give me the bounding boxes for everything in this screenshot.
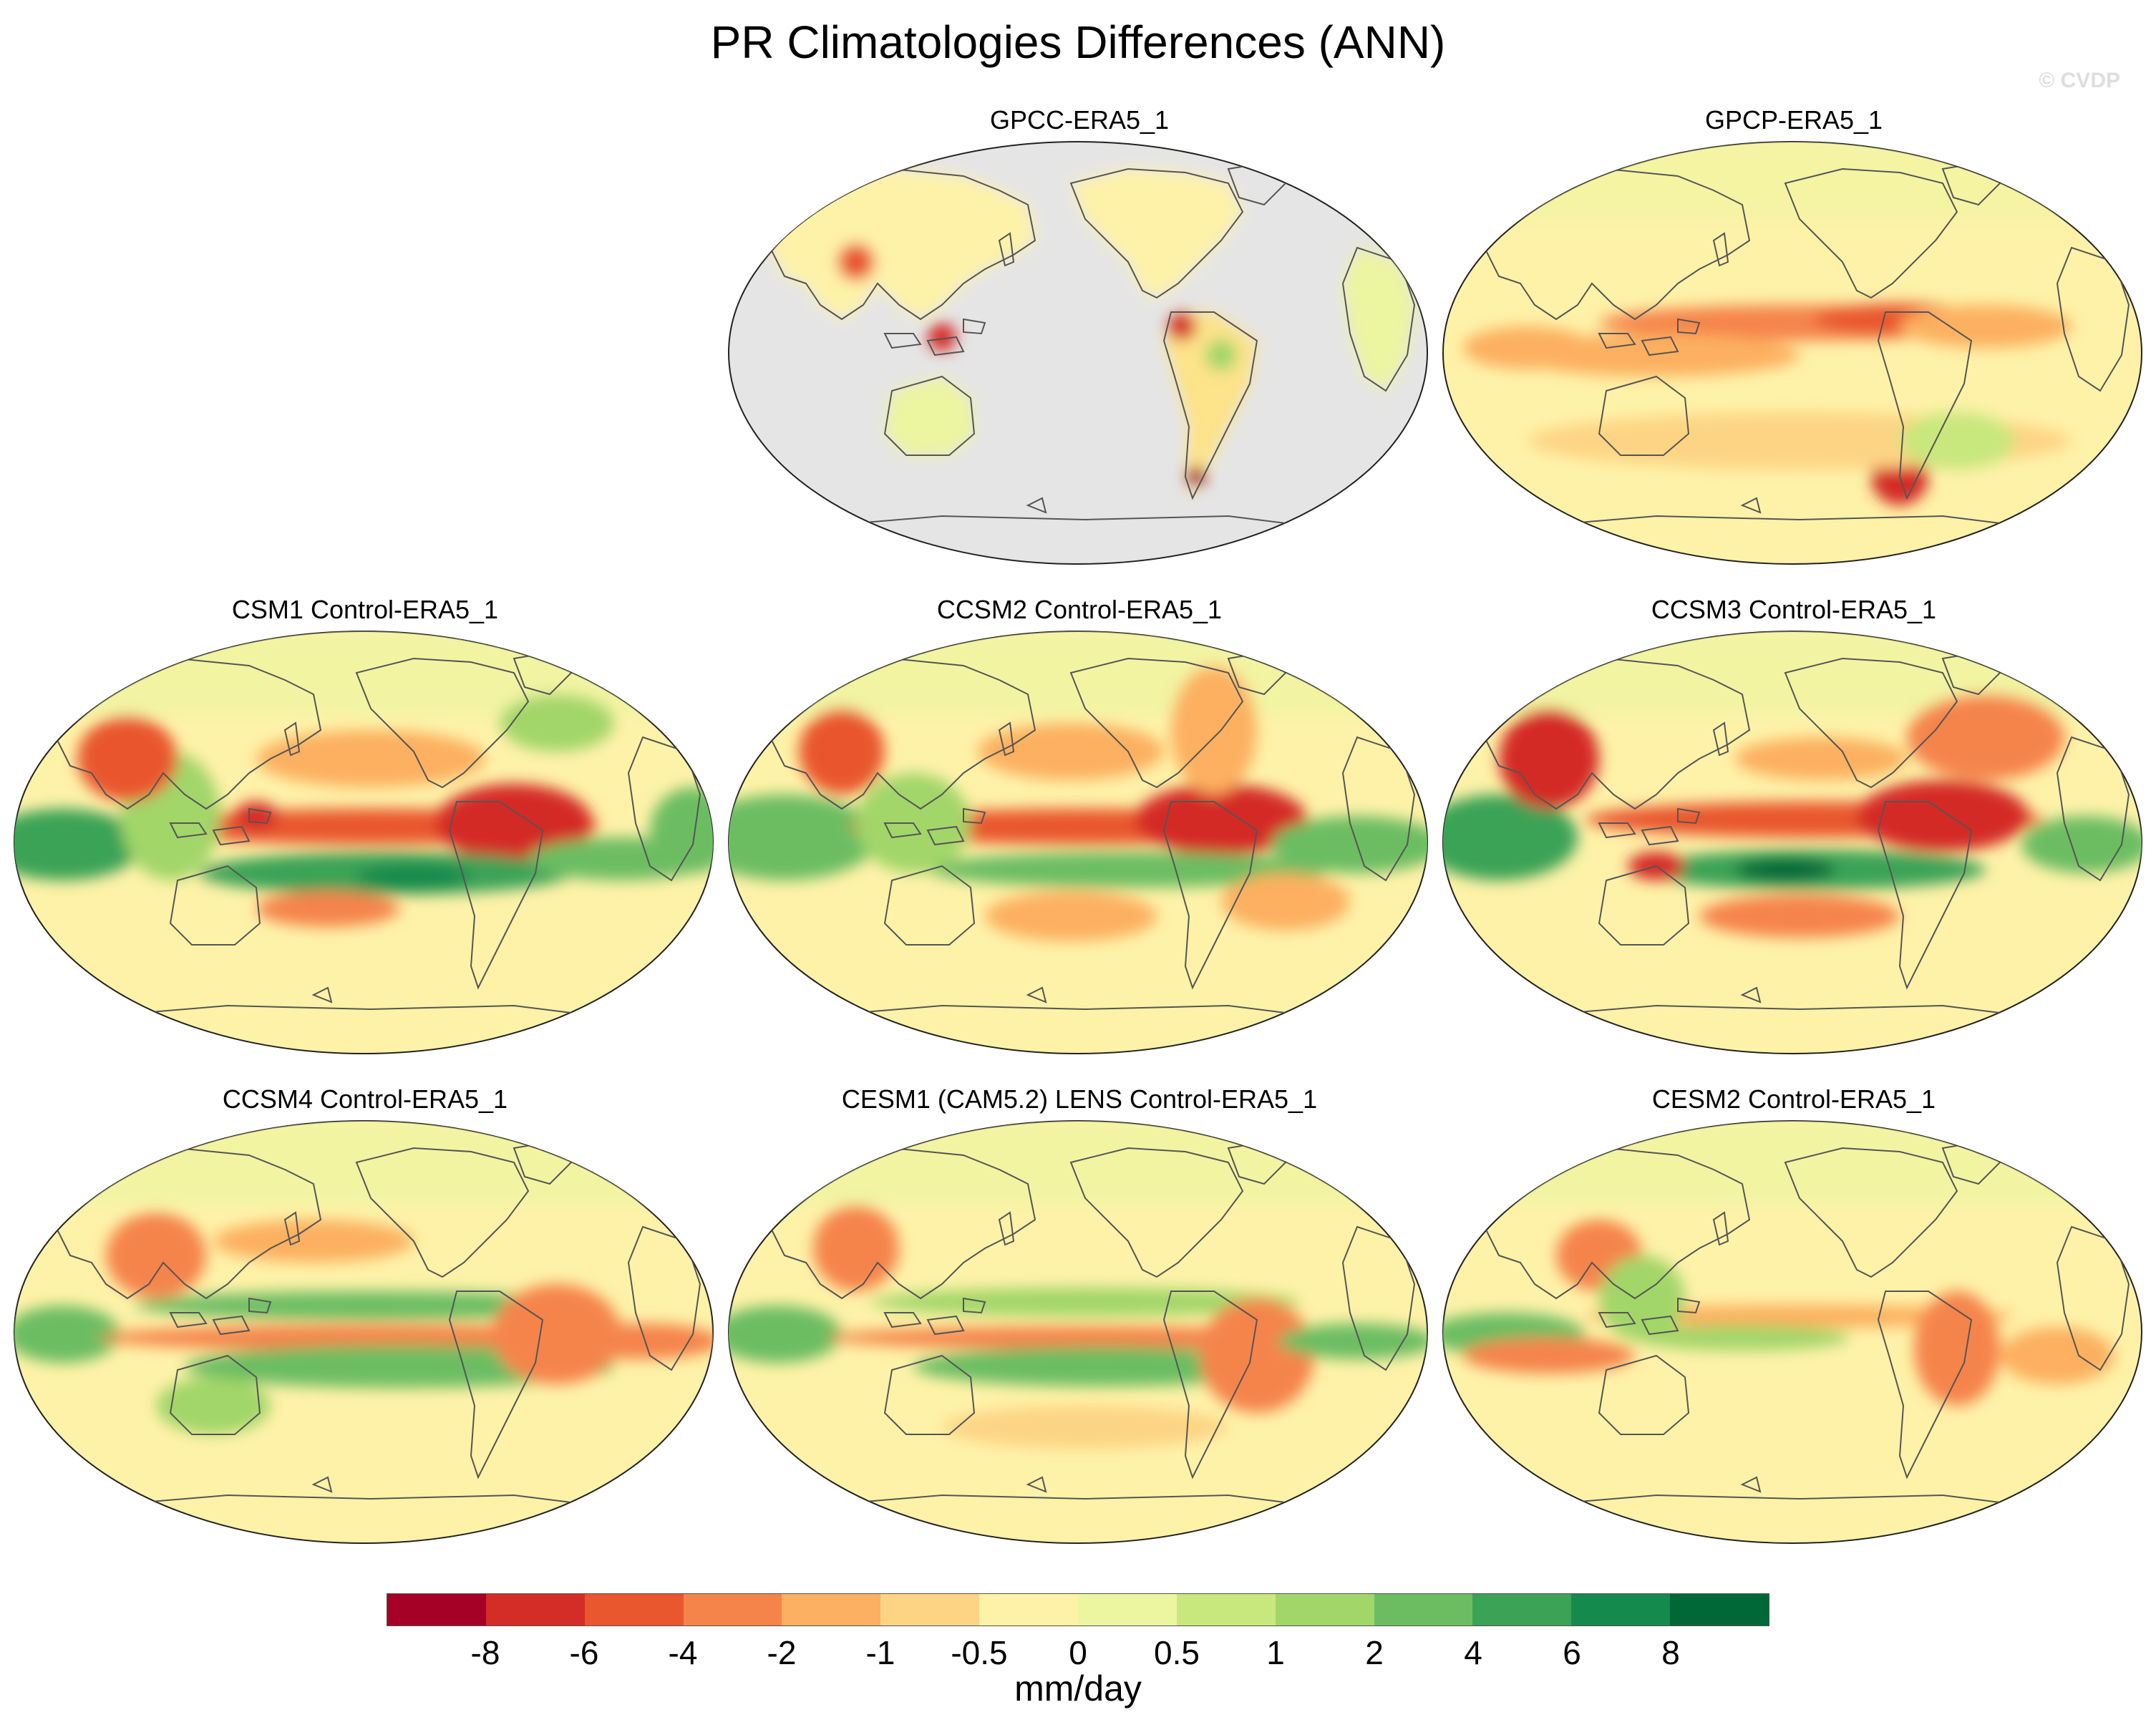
watermark: © CVDP <box>2039 69 2120 92</box>
colorbar-tick-label: -1 <box>865 1634 895 1671</box>
colorbar-swatch <box>1472 1594 1572 1625</box>
panel-title-csm1: CSM1 Control-ERA5_1 <box>231 595 499 624</box>
colorbar-swatch <box>683 1594 782 1625</box>
colorbar-swatch <box>485 1594 585 1625</box>
colorbar-swatch <box>1275 1594 1374 1625</box>
panel-title-ccsm4: CCSM4 Control-ERA5_1 <box>222 1084 508 1114</box>
colorbar-tick-label: 0 <box>1069 1634 1087 1671</box>
map-panel-cesm1 <box>728 1120 1428 1544</box>
panel-title-ccsm2: CCSM2 Control-ERA5_1 <box>936 595 1223 624</box>
colorbar-tick-label: -6 <box>569 1634 599 1671</box>
map-panel-gpcp <box>1442 141 2142 565</box>
panel-title-gpcc: GPCC-ERA5_1 <box>989 105 1170 135</box>
panel-title-cesm2: CESM2 Control-ERA5_1 <box>1651 1084 1936 1114</box>
colorbar-tick-label: 0.5 <box>1154 1634 1200 1671</box>
colorbar-tick-label: 1 <box>1266 1634 1285 1671</box>
map-panel-csm1 <box>14 631 714 1054</box>
colorbar-tick-label: -0.5 <box>951 1634 1008 1671</box>
colorbar-tick-label: 8 <box>1661 1634 1680 1671</box>
map-panel-ccsm2 <box>728 631 1428 1054</box>
colorbar-tick-label: -4 <box>668 1634 698 1671</box>
panel-title-cesm1: CESM1 (CAM5.2) LENS Control-ERA5_1 <box>841 1084 1318 1114</box>
colorbar-unit: mm/day <box>1014 1668 1142 1709</box>
colorbar-tick-label: -2 <box>767 1634 797 1671</box>
colorbar-tick-label: 6 <box>1563 1634 1581 1671</box>
map-panel-ccsm4 <box>14 1120 714 1544</box>
map-panel-ccsm3 <box>1442 631 2142 1054</box>
colorbar-tick-label: 4 <box>1464 1634 1482 1671</box>
colorbar-swatch <box>1571 1594 1671 1625</box>
colorbar-swatch <box>979 1594 1079 1625</box>
colorbar-swatch <box>782 1594 881 1625</box>
colorbar-tick-label: 2 <box>1365 1634 1384 1671</box>
colorbar-swatch <box>387 1594 486 1625</box>
colorbar <box>387 1593 1769 1626</box>
figure-title: PR Climatologies Differences (ANN) <box>710 16 1446 68</box>
colorbar-swatch <box>1374 1594 1473 1625</box>
colorbar-tick-label: -8 <box>470 1634 500 1671</box>
colorbar-swatch <box>584 1594 684 1625</box>
map-panel-gpcc <box>728 141 1428 565</box>
colorbar-swatch <box>880 1594 980 1625</box>
panel-title-gpcp: GPCP-ERA5_1 <box>1704 105 1883 135</box>
panel-title-ccsm3: CCSM3 Control-ERA5_1 <box>1651 595 1937 624</box>
colorbar-swatch <box>1078 1594 1177 1625</box>
map-panel-cesm2 <box>1442 1120 2142 1544</box>
colorbar-swatch <box>1176 1594 1276 1625</box>
colorbar-swatch <box>1670 1594 1769 1625</box>
